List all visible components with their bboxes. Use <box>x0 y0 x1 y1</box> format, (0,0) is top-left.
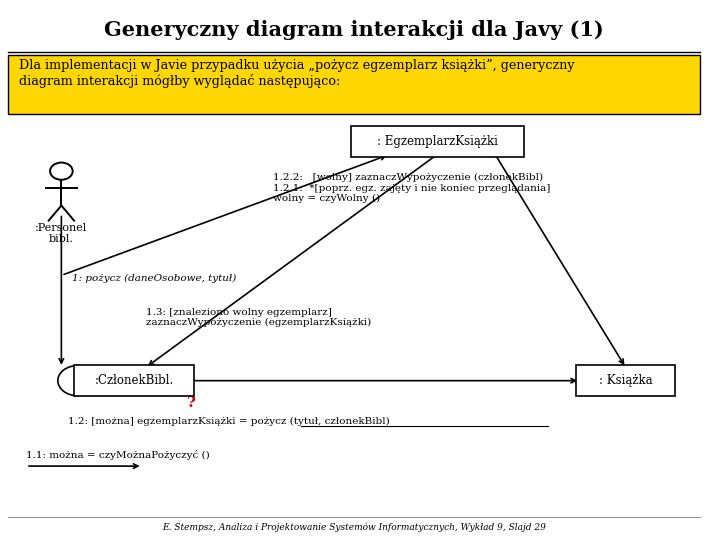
Text: :CzłonekBibl.: :CzłonekBibl. <box>94 374 174 387</box>
Text: Generyczny diagram interakcji dla Javy (1): Generyczny diagram interakcji dla Javy (… <box>104 20 604 40</box>
Text: 1.2: [można] egzemplarzKsiążki = pożycz (tytuł, członekBibl): 1.2: [można] egzemplarzKsiążki = pożycz … <box>68 417 390 426</box>
Text: 1: pożycz (daneOsobowe, tytuł): 1: pożycz (daneOsobowe, tytuł) <box>72 273 236 282</box>
Text: : Książka: : Książka <box>599 374 653 387</box>
FancyBboxPatch shape <box>351 126 523 157</box>
Text: 1.1: można = czyMożnaPożyczyć (): 1.1: można = czyMożnaPożyczyć () <box>26 450 210 460</box>
Text: 1.2.2:   [wolny] zaznaczWypożyczenie (członekBibl)
1.2.1:  *[poprz. egz. zajęty : 1.2.2: [wolny] zaznaczWypożyczenie (czło… <box>273 173 550 204</box>
FancyBboxPatch shape <box>577 365 675 396</box>
Text: ?: ? <box>187 396 197 410</box>
FancyBboxPatch shape <box>74 365 194 396</box>
Text: Dla implementacji w Javie przypadku użycia „pożycz egzemplarz książki”, generycz: Dla implementacji w Javie przypadku użyc… <box>19 59 575 88</box>
FancyBboxPatch shape <box>9 55 700 114</box>
Text: : EgzemplarzKsiążki: : EgzemplarzKsiążki <box>377 135 498 148</box>
Text: :Personel
bibl.: :Personel bibl. <box>35 222 88 244</box>
Text: E. Stempsz, Analiza i Projektowanie Systemów Informatycznych, Wykład 9, Slajd 29: E. Stempsz, Analiza i Projektowanie Syst… <box>162 522 546 531</box>
Text: 1.3: [znaleziono wolny egzemplarz]
zaznaczWypożyczenie (egzemplarzKsiążki): 1.3: [znaleziono wolny egzemplarz] zazna… <box>146 308 372 327</box>
